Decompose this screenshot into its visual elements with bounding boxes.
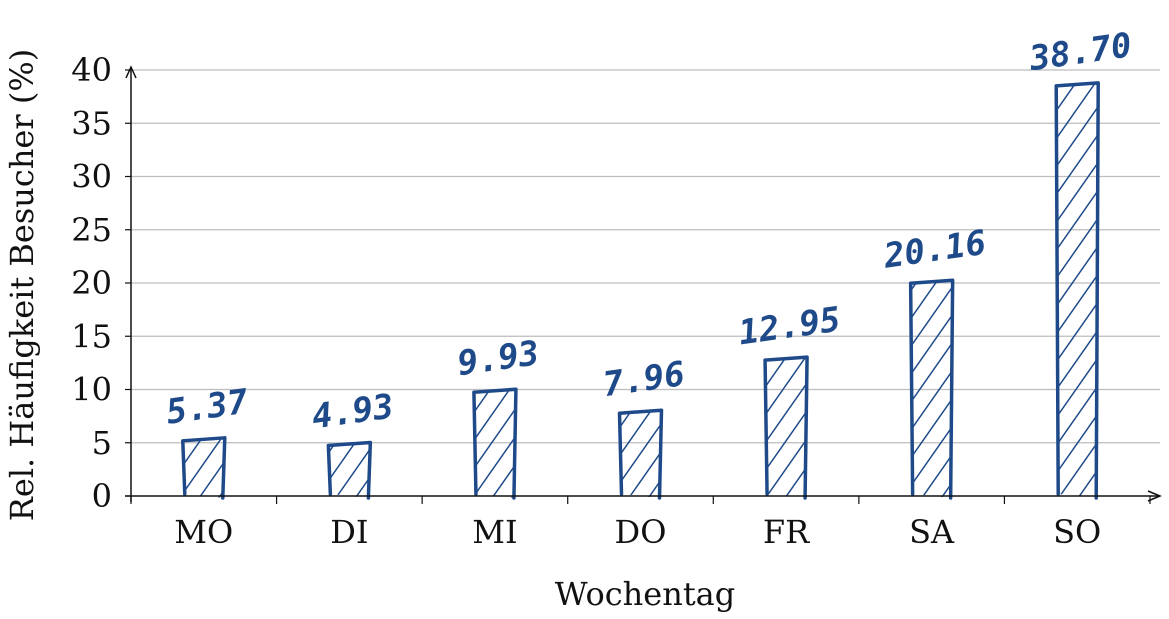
y-tick-label: 20: [71, 264, 112, 302]
bar-fill: [619, 410, 662, 498]
data-label: 4.93: [309, 386, 396, 437]
bar-fill: [910, 280, 953, 498]
data-label: 9.93: [455, 333, 542, 384]
x-tick-label: MI: [472, 513, 517, 551]
data-label: 20.16: [881, 223, 989, 277]
bar: [472, 387, 518, 500]
bar-fill: [473, 389, 516, 498]
y-tick-label: 40: [71, 51, 112, 89]
y-tick-label: 35: [71, 104, 112, 142]
grid-lines: [131, 69, 1160, 444]
y-tick-label: 10: [71, 371, 112, 409]
bar-fill: [328, 442, 371, 498]
bar: [617, 408, 664, 500]
y-axis-arrow: [125, 65, 137, 79]
bar: [763, 355, 809, 500]
y-tick-label: 5: [92, 424, 112, 462]
bar-fill: [182, 437, 225, 498]
x-axis-title: Wochentag: [555, 575, 735, 613]
bar: [181, 436, 227, 500]
bar-fill: [1056, 82, 1099, 498]
data-label: 38.70: [1026, 25, 1134, 79]
data-label: 12.95: [736, 300, 843, 354]
data-label: 7.96: [601, 354, 688, 405]
x-tick-label: DI: [330, 513, 368, 551]
x-tick-label: MO: [174, 513, 233, 551]
x-ticks: MO DI MI DO FR SA SO: [130, 496, 1151, 551]
y-tick-label: 25: [71, 211, 112, 249]
x-tick-label: SO: [1053, 513, 1101, 551]
y-ticks: 0 5 10 15 20 25 30 35 40: [71, 51, 131, 515]
bar: [908, 278, 955, 500]
y-tick-label: 0: [92, 477, 112, 515]
bar: [326, 440, 373, 500]
y-tick-label: 30: [71, 158, 112, 196]
x-tick-label: FR: [763, 513, 810, 551]
axes: [125, 65, 1162, 502]
bars: [181, 81, 1100, 500]
y-tick-label: 15: [71, 317, 112, 355]
bar-fill: [765, 357, 808, 498]
x-tick-label: DO: [615, 513, 667, 551]
bar: [1054, 81, 1100, 500]
x-axis-arrow: [1147, 490, 1162, 502]
y-axis-title: Rel. Häufigkeit Besucher (%): [3, 49, 41, 521]
x-tick-label: SA: [909, 513, 955, 551]
